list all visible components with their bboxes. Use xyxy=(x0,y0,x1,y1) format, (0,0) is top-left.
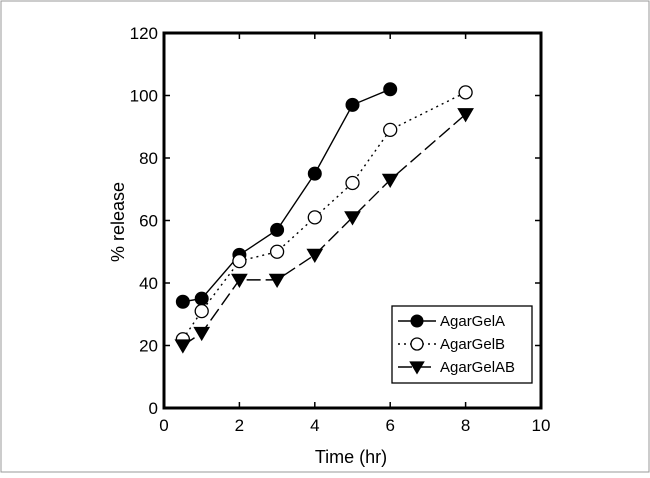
data-point-agargelb xyxy=(269,244,285,259)
x-axis-title: Time (hr) xyxy=(315,447,387,467)
x-tick-label: 6 xyxy=(385,416,394,435)
data-point-agargela xyxy=(270,222,285,237)
data-point-agargelab xyxy=(174,339,192,354)
legend-label-agargelab: AgarGelAB xyxy=(440,359,515,376)
y-tick-label: 120 xyxy=(130,24,158,43)
data-point-agargela xyxy=(175,294,190,309)
y-tick-label: 40 xyxy=(139,274,158,293)
data-point-agargelb xyxy=(383,122,398,138)
data-point-agargela xyxy=(307,166,322,181)
data-point-agargelab xyxy=(306,248,324,263)
y-tick-label: 100 xyxy=(130,87,158,106)
x-tick-label: 2 xyxy=(235,416,244,435)
data-point-agargela xyxy=(345,97,360,112)
data-point-agargela xyxy=(383,82,398,97)
data-point-agargelb xyxy=(307,210,322,225)
series-line-agargelab xyxy=(182,113,467,347)
data-point-agargelb xyxy=(345,175,360,191)
x-tick-label: 10 xyxy=(532,416,551,435)
data-point-agargelab xyxy=(193,326,211,342)
y-tick-label: 60 xyxy=(139,212,158,231)
plot-layer: 0 2 4 6 8 10020406080100120AgarGelAAgarGelBAg… xyxy=(130,24,551,435)
y-tick-label: 0 xyxy=(149,399,158,418)
x-tick-label: 8 xyxy=(461,416,470,435)
data-point-agargelab xyxy=(344,211,361,226)
data-point-agargelb xyxy=(194,303,209,319)
data-point-agargelab xyxy=(457,108,474,123)
data-point-agargelab xyxy=(381,173,399,188)
legend-marker-agargela xyxy=(410,314,424,328)
y-tick-label: 80 xyxy=(139,149,158,168)
legend-label-agargelb: AgarGelB xyxy=(440,336,505,353)
legend-marker-agargelab xyxy=(409,361,425,375)
data-point-agargelb xyxy=(232,253,247,269)
data-point-agargelb xyxy=(458,85,473,100)
y-axis-title: % release xyxy=(108,182,128,262)
data-point-agargelab xyxy=(268,273,286,288)
x-tick-label: 0 xyxy=(159,416,168,435)
data-point-agargelab xyxy=(231,273,248,288)
y-tick-label: 20 xyxy=(139,337,158,356)
legend-marker-agargelb xyxy=(410,337,424,351)
legend-label-agargela: AgarGelA xyxy=(440,313,505,330)
data-point-agargela xyxy=(194,291,209,306)
x-tick-label: 4 xyxy=(310,416,319,435)
